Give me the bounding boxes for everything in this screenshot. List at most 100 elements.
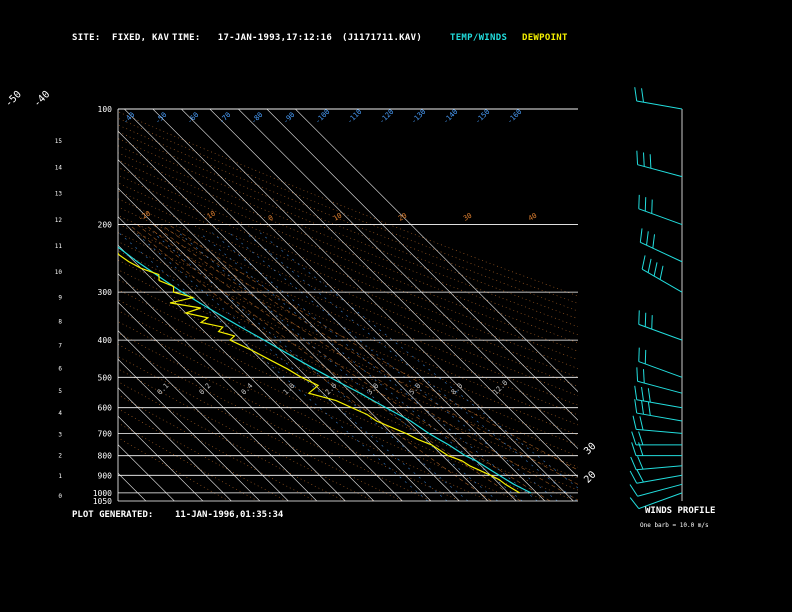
- dry-adiabat: [118, 310, 518, 501]
- isotherm-line: [118, 387, 232, 501]
- wind-barb-feather: [652, 234, 656, 249]
- wind-barb: [636, 412, 683, 422]
- temperature-line: [118, 246, 532, 494]
- wind-barb-feather: [638, 431, 644, 446]
- wind-barb-feather: [641, 255, 646, 270]
- moist-adiabat: [168, 224, 578, 471]
- wind-barb-feather: [631, 442, 637, 456]
- mixing-ratio-line: [199, 232, 523, 501]
- height-tick-label: 8: [58, 319, 62, 326]
- wind-barb-feather: [632, 415, 637, 430]
- dry-adiabat: [118, 214, 578, 416]
- mixing-ratio-label: 0.4: [240, 382, 255, 397]
- isotherm-top-label: -40: [32, 89, 53, 110]
- moist-adiabat-label: -20: [137, 209, 152, 222]
- dry-adiabat: [118, 131, 578, 320]
- wind-barb-feather: [631, 431, 637, 446]
- wind-barb-feather: [630, 456, 637, 470]
- height-tick-label: 14: [55, 164, 63, 171]
- dry-adiabat-label: -100: [314, 108, 332, 126]
- wind-barb: [636, 428, 683, 434]
- dry-adiabat: [118, 344, 432, 501]
- isotherm-line: [118, 187, 432, 501]
- mixing-ratio-label: 2.0: [324, 382, 339, 397]
- isotherm-line: [118, 330, 289, 501]
- height-tick-label: 11: [55, 243, 63, 250]
- wind-barb-feather: [653, 262, 658, 277]
- plot-generated-value: 11-JAN-1996,01:35:34: [174, 510, 284, 520]
- dry-adiabat: [118, 299, 547, 501]
- wind-barb-feather: [636, 469, 644, 483]
- wind-barb-feather: [643, 152, 645, 167]
- wind-barb-feather: [647, 258, 652, 273]
- isotherm-line: [0, 109, 60, 501]
- dry-adiabat: [118, 289, 576, 501]
- moist-adiabat: [152, 224, 578, 501]
- winds-profile-note: One barb = 10.0 m/s: [640, 522, 709, 529]
- isotherm-top-label: -50: [3, 89, 24, 110]
- dry-adiabat: [118, 111, 578, 297]
- dry-adiabat: [118, 381, 345, 501]
- dry-adiabat: [118, 408, 287, 501]
- height-tick-label: 5: [58, 388, 62, 395]
- isotherm-line: [181, 109, 574, 501]
- height-tick-label: 6: [58, 366, 62, 373]
- height-tick-label: 2: [58, 453, 62, 460]
- mixing-ratio-label: 5.0: [408, 382, 423, 397]
- mixing-ratio-label: 12.0: [492, 379, 510, 397]
- pressure-tick-label: 1050: [93, 497, 112, 506]
- time-label: TIME:: [172, 33, 201, 43]
- wind-barb-feather: [639, 416, 644, 431]
- pressure-tick-label: 200: [98, 221, 113, 230]
- dry-adiabat: [118, 232, 578, 436]
- wind-barb: [638, 208, 683, 226]
- wind-barb-feather: [649, 154, 652, 169]
- moist-adiabat-label: 0: [267, 214, 275, 223]
- isotherm-line: [209, 109, 578, 478]
- isotherm-line: [266, 109, 578, 421]
- dry-adiabat: [118, 152, 578, 344]
- dry-adiabat-label: -90: [282, 111, 297, 126]
- mixing-ratio-label: 1.0: [282, 382, 297, 397]
- dry-adiabat-label: -50: [154, 111, 169, 126]
- isotherm-line: [295, 109, 578, 393]
- wind-barb: [637, 380, 683, 394]
- wind-barb-feather: [634, 399, 638, 414]
- isotherm-line: [0, 109, 89, 501]
- dry-adiabat: [118, 259, 578, 468]
- wind-barb: [636, 474, 683, 484]
- isotherm-line: [118, 301, 318, 501]
- header-time: TIME: 17-JAN-1993,17:12:16: [172, 33, 332, 43]
- isotherm-line: [118, 273, 346, 501]
- dry-adiabat-label: -150: [474, 108, 492, 126]
- height-tick-label: 7: [58, 342, 62, 349]
- wind-barb-feather: [641, 88, 644, 103]
- wind-barb: [641, 268, 683, 293]
- moist-adiabat: [136, 224, 521, 501]
- dry-adiabat: [118, 190, 578, 387]
- isotherm-line: [118, 159, 460, 501]
- mixing-ratio-line: [135, 232, 448, 501]
- wind-barb-feather: [634, 87, 638, 102]
- wind-barb-feather: [637, 456, 644, 470]
- wind-barb: [636, 465, 683, 471]
- wind-barb: [638, 323, 683, 341]
- wind-barb-feather: [636, 150, 639, 165]
- pressure-tick-label: 500: [98, 373, 113, 382]
- pressure-tick-label: 100: [98, 105, 113, 114]
- dry-adiabat-label: -140: [442, 108, 460, 126]
- mixing-ratio-line: [118, 232, 428, 501]
- dry-adiabat: [118, 182, 578, 378]
- height-tick-label: 15: [55, 138, 63, 145]
- dry-adiabat: [118, 241, 578, 446]
- dry-adiabat-label: -60: [186, 111, 201, 126]
- height-tick-label: 3: [58, 432, 62, 439]
- site-label: SITE:: [72, 33, 101, 43]
- wind-barb: [640, 241, 683, 263]
- pressure-tick-label: 600: [98, 404, 113, 413]
- dry-adiabat-label: -130: [410, 108, 428, 126]
- isotherm-line: [118, 358, 261, 501]
- height-tick-label: 9: [58, 294, 62, 301]
- height-tick-label: 12: [55, 217, 63, 224]
